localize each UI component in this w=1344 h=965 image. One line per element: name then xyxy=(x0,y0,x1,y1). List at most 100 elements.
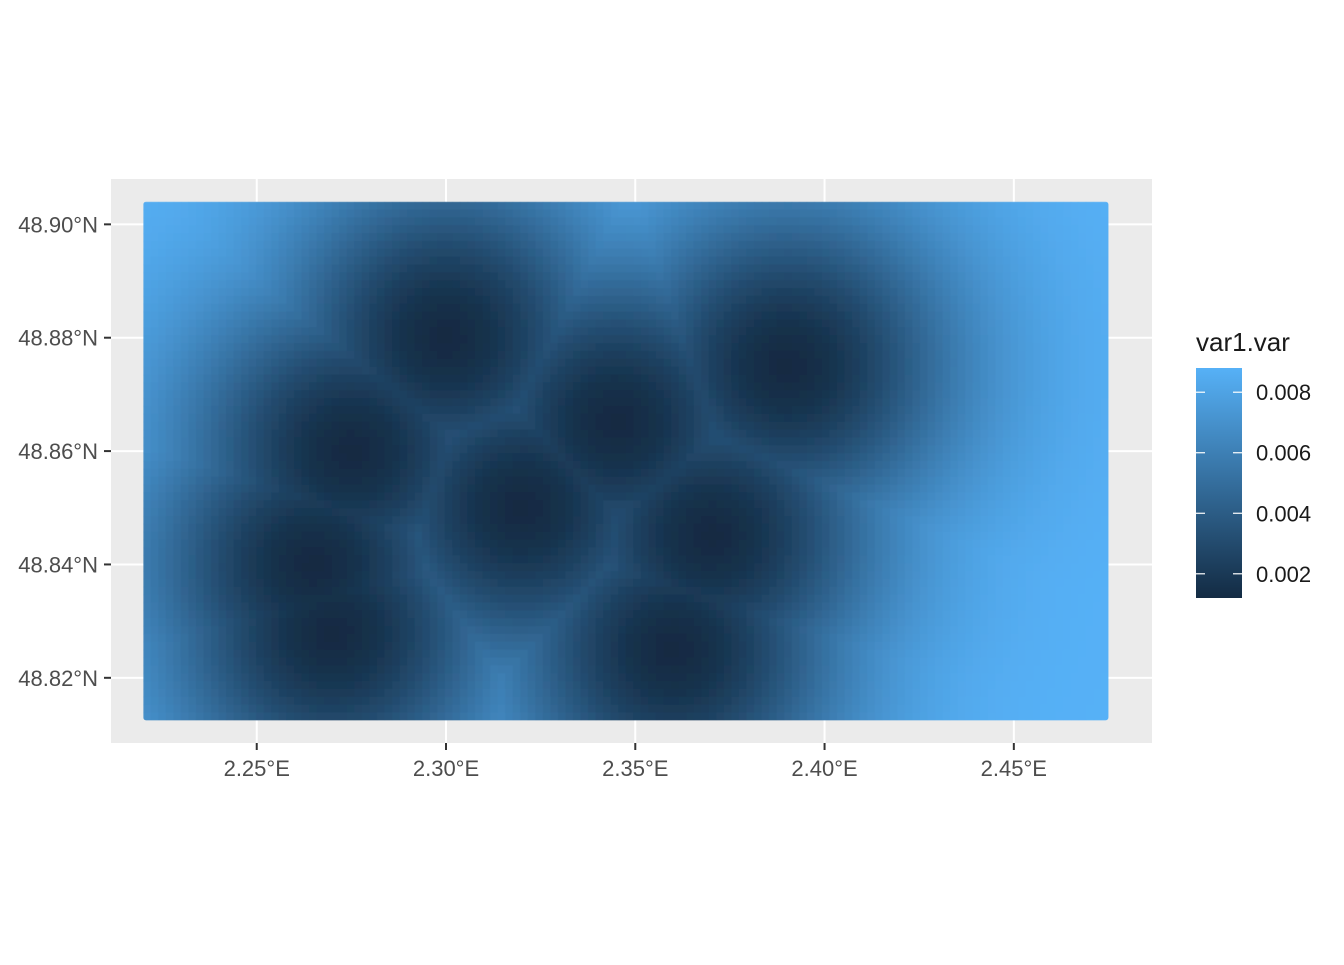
raster-cell xyxy=(256,343,264,351)
raster-cell xyxy=(784,225,792,233)
raster-cell xyxy=(694,492,702,500)
raster-cell xyxy=(762,265,770,273)
raster-cell xyxy=(339,217,347,225)
raster-cell xyxy=(611,241,619,249)
raster-cell xyxy=(656,445,664,453)
raster-cell xyxy=(513,249,521,257)
raster-cell xyxy=(181,320,189,328)
raster-cell xyxy=(995,280,1003,288)
raster-cell xyxy=(784,382,792,390)
raster-cell xyxy=(1056,492,1064,500)
raster-cell xyxy=(769,445,777,453)
raster-cell xyxy=(1101,485,1109,493)
raster-cell xyxy=(867,477,875,485)
raster-cell xyxy=(490,225,498,233)
raster-cell xyxy=(618,312,626,320)
raster-cell xyxy=(935,500,943,508)
raster-cell xyxy=(317,217,325,225)
raster-cell xyxy=(513,422,521,430)
raster-cell xyxy=(490,375,498,383)
raster-cell xyxy=(603,367,611,375)
raster-cell xyxy=(143,437,151,445)
raster-cell xyxy=(415,296,423,304)
raster-cell xyxy=(1071,414,1079,422)
raster-cell xyxy=(965,390,973,398)
raster-cell xyxy=(950,485,958,493)
raster-cell xyxy=(1018,390,1026,398)
raster-cell xyxy=(234,445,242,453)
raster-cell xyxy=(1033,492,1041,500)
raster-cell xyxy=(648,367,656,375)
raster-cell xyxy=(392,359,400,367)
raster-cell xyxy=(611,367,619,375)
raster-cell xyxy=(505,343,513,351)
raster-cell xyxy=(927,343,935,351)
raster-cell xyxy=(905,445,913,453)
raster-cell xyxy=(181,492,189,500)
raster-cell xyxy=(664,320,672,328)
raster-cell xyxy=(256,210,264,218)
raster-cell xyxy=(317,492,325,500)
raster-cell xyxy=(792,210,800,218)
raster-cell xyxy=(701,210,709,218)
raster-cell xyxy=(912,359,920,367)
raster-cell xyxy=(452,265,460,273)
raster-cell xyxy=(679,217,687,225)
raster-cell xyxy=(995,406,1003,414)
raster-cell xyxy=(648,327,656,335)
raster-cell xyxy=(596,225,604,233)
raster-cell xyxy=(829,280,837,288)
raster-cell xyxy=(814,492,822,500)
raster-cell xyxy=(181,257,189,265)
raster-cell xyxy=(980,375,988,383)
raster-cell xyxy=(920,225,928,233)
raster-cell xyxy=(973,343,981,351)
raster-cell xyxy=(603,375,611,383)
raster-cell xyxy=(995,382,1003,390)
raster-cell xyxy=(716,492,724,500)
raster-cell xyxy=(777,398,785,406)
raster-cell xyxy=(1093,202,1101,210)
raster-cell xyxy=(950,500,958,508)
raster-cell xyxy=(543,320,551,328)
raster-cell xyxy=(792,430,800,438)
raster-cell xyxy=(1041,320,1049,328)
raster-cell xyxy=(701,272,709,280)
raster-cell xyxy=(709,296,717,304)
raster-cell xyxy=(724,500,732,508)
raster-cell xyxy=(520,414,528,422)
raster-cell xyxy=(505,351,513,359)
raster-cell xyxy=(1093,249,1101,257)
raster-cell xyxy=(573,461,581,469)
raster-cell xyxy=(528,351,536,359)
raster-cell xyxy=(739,210,747,218)
raster-cell xyxy=(490,296,498,304)
raster-cell xyxy=(294,406,302,414)
raster-cell xyxy=(158,445,166,453)
raster-cell xyxy=(814,485,822,493)
raster-cell xyxy=(219,288,227,296)
raster-cell xyxy=(664,327,672,335)
raster-cell xyxy=(784,210,792,218)
raster-cell xyxy=(739,445,747,453)
raster-cell xyxy=(558,461,566,469)
raster-cell xyxy=(332,430,340,438)
raster-cell xyxy=(746,312,754,320)
raster-cell xyxy=(860,280,868,288)
raster-cell xyxy=(498,414,506,422)
raster-cell xyxy=(792,492,800,500)
raster-cell xyxy=(1086,233,1094,241)
raster-cell xyxy=(664,437,672,445)
raster-cell xyxy=(648,469,656,477)
raster-cell xyxy=(452,351,460,359)
raster-cell xyxy=(415,320,423,328)
raster-cell xyxy=(1018,359,1026,367)
raster-cell xyxy=(550,296,558,304)
raster-cell xyxy=(1048,492,1056,500)
raster-cell xyxy=(709,257,717,265)
raster-cell xyxy=(611,343,619,351)
raster-cell xyxy=(995,367,1003,375)
raster-cell xyxy=(279,469,287,477)
raster-cell xyxy=(777,312,785,320)
raster-cell xyxy=(852,343,860,351)
